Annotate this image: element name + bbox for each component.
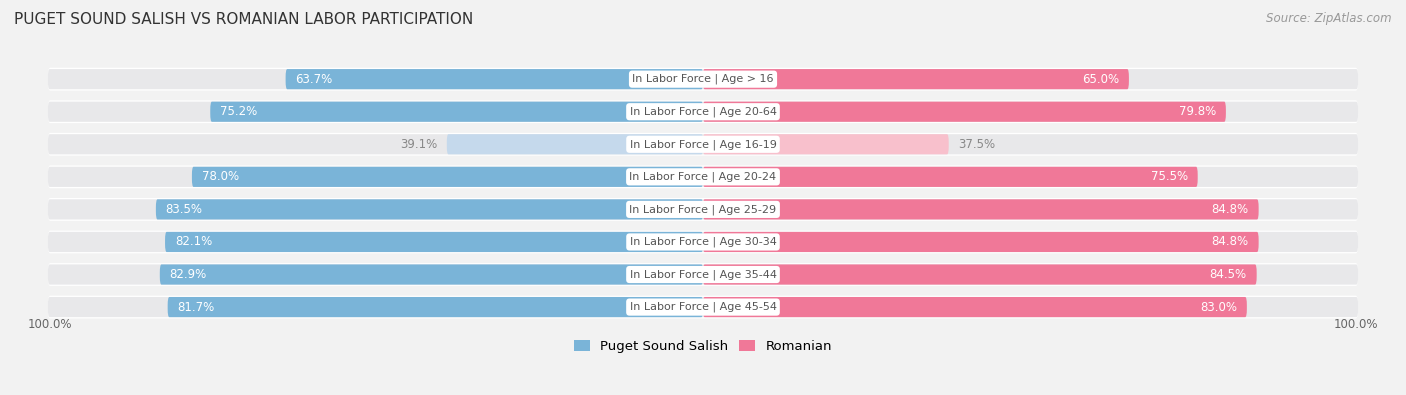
FancyBboxPatch shape [48,100,1358,123]
FancyBboxPatch shape [285,69,703,89]
Text: 83.0%: 83.0% [1199,301,1237,314]
FancyBboxPatch shape [48,264,1358,285]
Text: 81.7%: 81.7% [177,301,215,314]
FancyBboxPatch shape [703,69,1129,89]
FancyBboxPatch shape [160,264,703,285]
Text: 75.5%: 75.5% [1150,170,1188,183]
FancyBboxPatch shape [48,296,1358,318]
FancyBboxPatch shape [703,297,1247,317]
FancyBboxPatch shape [48,133,1358,156]
FancyBboxPatch shape [48,297,1358,317]
Text: In Labor Force | Age 25-29: In Labor Force | Age 25-29 [630,204,776,214]
Text: 82.1%: 82.1% [174,235,212,248]
FancyBboxPatch shape [447,134,703,154]
Text: 84.8%: 84.8% [1212,203,1249,216]
FancyBboxPatch shape [48,198,1358,221]
Text: 65.0%: 65.0% [1083,73,1119,86]
FancyBboxPatch shape [48,231,1358,253]
Legend: Puget Sound Salish, Romanian: Puget Sound Salish, Romanian [574,340,832,353]
Text: In Labor Force | Age 20-24: In Labor Force | Age 20-24 [630,171,776,182]
Text: 84.5%: 84.5% [1209,268,1247,281]
Text: In Labor Force | Age > 16: In Labor Force | Age > 16 [633,74,773,85]
Text: 100.0%: 100.0% [1333,318,1378,331]
Text: 75.2%: 75.2% [221,105,257,118]
Text: 82.9%: 82.9% [170,268,207,281]
Text: 79.8%: 79.8% [1178,105,1216,118]
Text: In Labor Force | Age 30-34: In Labor Force | Age 30-34 [630,237,776,247]
FancyBboxPatch shape [703,102,1226,122]
FancyBboxPatch shape [48,69,1358,89]
FancyBboxPatch shape [48,167,1358,187]
FancyBboxPatch shape [703,134,949,154]
Text: 100.0%: 100.0% [28,318,73,331]
Text: 83.5%: 83.5% [166,203,202,216]
Text: In Labor Force | Age 20-64: In Labor Force | Age 20-64 [630,107,776,117]
Text: In Labor Force | Age 45-54: In Labor Force | Age 45-54 [630,302,776,312]
FancyBboxPatch shape [156,199,703,220]
FancyBboxPatch shape [48,68,1358,90]
FancyBboxPatch shape [48,263,1358,286]
FancyBboxPatch shape [703,232,1258,252]
FancyBboxPatch shape [167,297,703,317]
FancyBboxPatch shape [48,199,1358,220]
Text: 37.5%: 37.5% [959,138,995,151]
FancyBboxPatch shape [191,167,703,187]
Text: 78.0%: 78.0% [201,170,239,183]
Text: 84.8%: 84.8% [1212,235,1249,248]
Text: 63.7%: 63.7% [295,73,333,86]
Text: PUGET SOUND SALISH VS ROMANIAN LABOR PARTICIPATION: PUGET SOUND SALISH VS ROMANIAN LABOR PAR… [14,12,474,27]
Text: Source: ZipAtlas.com: Source: ZipAtlas.com [1267,12,1392,25]
FancyBboxPatch shape [48,134,1358,154]
FancyBboxPatch shape [48,166,1358,188]
FancyBboxPatch shape [703,199,1258,220]
FancyBboxPatch shape [211,102,703,122]
FancyBboxPatch shape [48,102,1358,122]
FancyBboxPatch shape [165,232,703,252]
FancyBboxPatch shape [703,264,1257,285]
FancyBboxPatch shape [703,167,1198,187]
Text: In Labor Force | Age 35-44: In Labor Force | Age 35-44 [630,269,776,280]
FancyBboxPatch shape [48,232,1358,252]
Text: 39.1%: 39.1% [399,138,437,151]
Text: In Labor Force | Age 16-19: In Labor Force | Age 16-19 [630,139,776,150]
